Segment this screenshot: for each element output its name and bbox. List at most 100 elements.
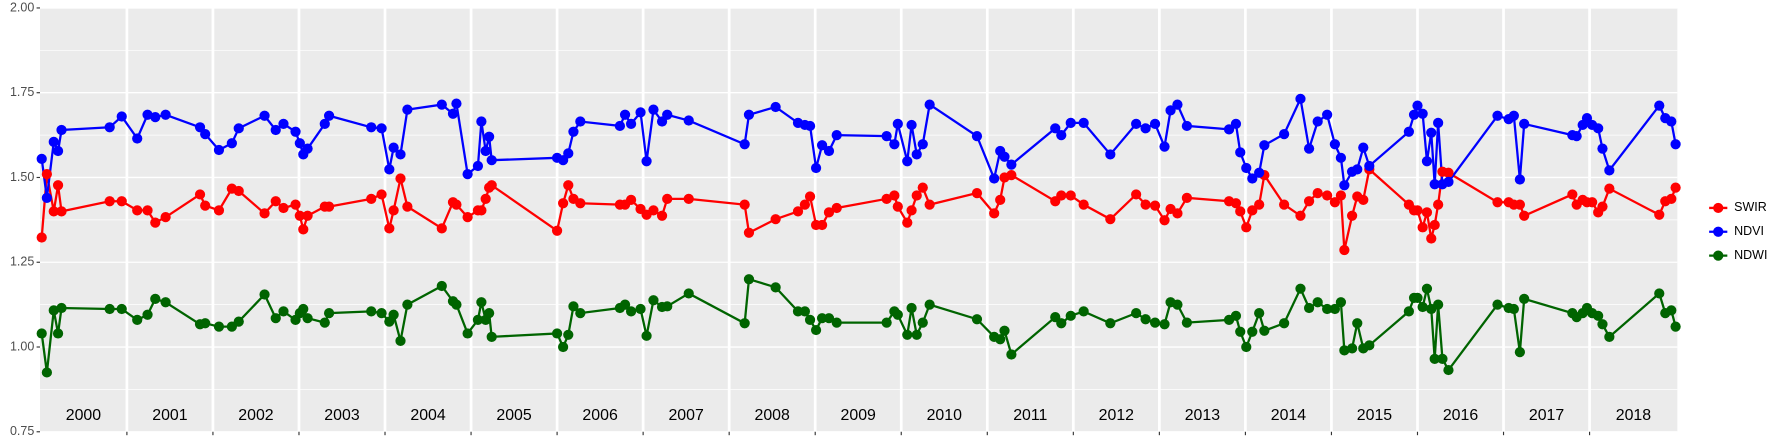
point (451, 199, 462, 210)
year-label: 2004 (410, 407, 446, 424)
point (233, 185, 244, 197)
point (743, 227, 755, 238)
y-tick-label: 1.50 (10, 170, 34, 184)
point (1140, 123, 1151, 134)
point (1172, 299, 1183, 310)
point (323, 110, 335, 121)
point (48, 305, 59, 316)
point (52, 328, 64, 339)
point (1149, 118, 1161, 130)
point (1056, 190, 1067, 201)
point (1346, 210, 1358, 221)
point (52, 180, 64, 191)
point (1604, 183, 1615, 194)
point (1339, 244, 1350, 256)
point (792, 206, 804, 217)
point (451, 98, 462, 109)
point (575, 307, 586, 319)
year-label: 2016 (1443, 407, 1479, 424)
point (551, 225, 563, 236)
point (376, 189, 387, 200)
point (132, 314, 143, 325)
legend-key (1713, 226, 1724, 237)
point (233, 316, 244, 327)
point (48, 206, 59, 217)
point (1358, 142, 1369, 153)
point (635, 107, 646, 118)
point (41, 168, 52, 180)
point (48, 136, 59, 147)
point (1403, 126, 1414, 137)
point (1421, 283, 1433, 294)
point (558, 198, 569, 209)
point (1140, 199, 1151, 210)
point (1417, 222, 1428, 233)
point (213, 144, 225, 156)
point (902, 329, 913, 340)
point (278, 306, 289, 317)
point (1417, 301, 1428, 313)
legend-label: SWIR (1734, 200, 1767, 214)
point (1571, 131, 1582, 142)
point (1412, 292, 1423, 303)
point (619, 299, 631, 310)
point (1352, 318, 1363, 329)
point (995, 334, 1006, 345)
point (1006, 159, 1017, 170)
point (770, 101, 781, 113)
point (906, 302, 917, 314)
point (436, 99, 447, 110)
point (1056, 318, 1067, 329)
point (319, 118, 330, 130)
point (462, 328, 473, 339)
point (831, 202, 842, 214)
point (1335, 297, 1347, 308)
point (323, 201, 335, 212)
point (881, 131, 892, 142)
point (200, 200, 211, 211)
point (810, 162, 822, 174)
point (462, 168, 473, 180)
point (924, 299, 935, 310)
point (641, 156, 652, 167)
point (1433, 299, 1444, 310)
point (971, 187, 983, 199)
point (563, 148, 574, 159)
point (1426, 233, 1437, 244)
point (1295, 210, 1306, 221)
point (388, 142, 399, 153)
point (472, 314, 484, 325)
point (1159, 215, 1170, 226)
point (770, 214, 781, 225)
point (1654, 100, 1665, 111)
point (298, 303, 309, 315)
year-label: 2003 (324, 407, 360, 424)
point (56, 206, 67, 217)
point (395, 335, 406, 347)
point (1078, 306, 1089, 317)
point (619, 109, 631, 120)
point (1131, 307, 1142, 319)
point (376, 123, 387, 134)
point (1519, 293, 1530, 304)
point (892, 118, 903, 130)
point (1514, 346, 1525, 358)
point (1006, 349, 1017, 360)
point (1254, 199, 1265, 210)
year-label: 2014 (1271, 407, 1307, 424)
point (1230, 198, 1242, 209)
point (484, 307, 495, 319)
point (568, 301, 579, 312)
point (1666, 193, 1677, 204)
point (1593, 123, 1604, 134)
point (823, 145, 835, 157)
point (1259, 140, 1270, 151)
point (563, 180, 574, 191)
point (480, 193, 491, 204)
point (402, 299, 413, 310)
point (917, 182, 928, 193)
point (1443, 167, 1454, 178)
point (1670, 139, 1681, 150)
point (1666, 305, 1677, 316)
point (889, 190, 900, 201)
